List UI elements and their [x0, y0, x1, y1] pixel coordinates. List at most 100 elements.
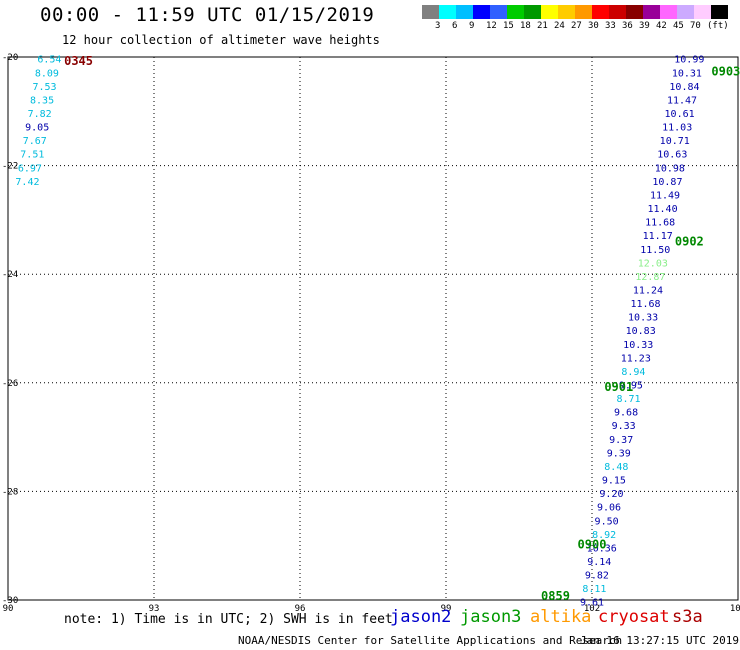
chart-title: 00:00 - 11:59 UTC 01/15/2019 [40, 4, 375, 26]
wave-height-value: 9.39 [607, 448, 631, 459]
color-swatch [609, 5, 626, 19]
wave-height-value: 11.49 [650, 190, 680, 201]
wave-height-value: 10.84 [669, 82, 699, 93]
y-tick-label: -26 [2, 379, 18, 389]
color-scale-labels: 3 6 9 12 15 18 21 24 27 30 33 36 39 42 45 70 (ft) [422, 21, 740, 33]
satellite-altika: altika [530, 607, 592, 627]
wave-height-value: 10.33 [628, 313, 658, 324]
color-scale-label: (ft) [707, 21, 729, 31]
color-swatch [558, 5, 575, 19]
wave-height-values: 6.54 8.09 7.53 8.35 7.82 9.05 7.67 7.51 6.97 7.42… [15, 55, 704, 609]
wave-height-value: 9.37 [609, 435, 633, 446]
wave-height-value: 11.03 [662, 123, 692, 134]
wave-height-value: 9.82 [585, 571, 609, 582]
color-swatch [422, 5, 439, 19]
wave-height-value: 10.33 [623, 340, 653, 351]
pass-time-labels: 0345 0903 0902 0901 0900 0859 [64, 54, 740, 603]
wave-height-value: 8.94 [621, 367, 645, 378]
color-scale-label: 9 [469, 21, 475, 31]
pass-time-label: 0902 [675, 235, 704, 249]
color-scale-label: 45 [673, 21, 684, 31]
color-scale-label: 42 [656, 21, 667, 31]
x-tick-label: 93 [149, 604, 160, 614]
x-tick-label: 105 [730, 604, 740, 614]
wave-height-value: 6.97 [18, 163, 42, 174]
wave-height-value: 8.71 [616, 394, 640, 405]
x-tick-label: 99 [441, 604, 452, 614]
wave-height-value: 9.33 [612, 421, 636, 432]
color-scale-label: 36 [622, 21, 633, 31]
color-swatch [439, 5, 456, 19]
color-scale-label: 30 [588, 21, 599, 31]
wave-height-value: 10.98 [655, 163, 685, 174]
plot-frame [7, 56, 739, 601]
color-scale-label: 39 [639, 21, 650, 31]
y-tick-label: -24 [2, 270, 18, 280]
wave-height-value: 9.68 [614, 408, 638, 419]
color-swatch [575, 5, 592, 19]
wave-height-value: 12.87 [635, 272, 665, 283]
wave-height-value: 9.15 [602, 476, 626, 487]
grid-lines [8, 57, 738, 600]
color-scale-label: 18 [520, 21, 531, 31]
color-scale-label: 12 [486, 21, 497, 31]
color-swatch [626, 5, 643, 19]
wave-height-value: 6.54 [37, 55, 61, 66]
wave-height-value: 11.17 [643, 231, 673, 242]
wave-height-value: 9.05 [25, 123, 49, 134]
wave-height-value: 7.42 [15, 177, 39, 188]
wave-height-value: 9.14 [587, 557, 611, 568]
wave-height-value: 11.47 [667, 95, 697, 106]
color-scale-bar [422, 5, 728, 19]
wave-height-value: 9.61 [580, 598, 604, 609]
wave-height-value: 8.48 [604, 462, 628, 473]
color-swatch [507, 5, 524, 19]
wave-height-value: 11.68 [630, 299, 660, 310]
wave-height-value: 8.35 [30, 95, 54, 106]
satellite-jason3: jason3 [460, 607, 522, 627]
wave-height-value: 10.63 [657, 150, 687, 161]
color-swatch [541, 5, 558, 19]
wave-height-value: 7.67 [23, 136, 47, 147]
wave-height-value: 10.99 [674, 55, 704, 66]
satellite-s3a: s3a [672, 607, 703, 627]
pass-time-label: 0901 [604, 380, 633, 394]
color-scale-label: 27 [571, 21, 582, 31]
color-scale-label: 33 [605, 21, 616, 31]
wave-height-value: 8.92 [592, 530, 616, 541]
satellite-cryosat: cryosat [598, 607, 670, 627]
color-swatch [473, 5, 490, 19]
x-tick-label: 90 [3, 604, 14, 614]
pass-time-label: 0345 [64, 54, 93, 68]
color-scale-label: 15 [503, 21, 514, 31]
generated-timestamp: Jan 16 13:27:15 UTC 2019 [580, 634, 739, 647]
wave-height-value: 7.53 [32, 82, 56, 93]
wave-height-value: 8.09 [35, 68, 59, 79]
wave-height-value: 7.82 [28, 109, 52, 120]
wave-height-value: 12.03 [638, 258, 668, 269]
pass-time-label: 0859 [541, 589, 570, 603]
y-tick-label: -20 [2, 53, 18, 63]
chart-subtitle: 12 hour collection of altimeter wave hei… [62, 33, 380, 47]
axis-tick-labels: 90 93 96 99 102 105 -20 -22 -24 -26 -28 -30 [2, 53, 740, 614]
wave-height-value: 9.06 [597, 503, 621, 514]
footnote: note: 1) Time is in UTC; 2) SWH is in fe… [64, 612, 393, 627]
wave-height-value: 11.23 [621, 353, 651, 364]
pass-time-label: 0900 [578, 538, 607, 552]
wave-height-value: 10.71 [660, 136, 690, 147]
color-swatch [490, 5, 507, 19]
y-tick-label: -30 [2, 596, 18, 606]
color-scale-label: 24 [554, 21, 565, 31]
color-swatch [711, 5, 728, 19]
wave-height-value: 10.87 [652, 177, 682, 188]
color-swatch [677, 5, 694, 19]
color-scale-label: 6 [452, 21, 458, 31]
wave-height-value: 9.95 [619, 381, 643, 392]
wave-height-value: 11.40 [648, 204, 678, 215]
wave-height-value: 10.36 [587, 543, 617, 554]
color-swatch [643, 5, 660, 19]
wave-height-value: 10.83 [626, 326, 656, 337]
color-scale-label: 70 [690, 21, 701, 31]
color-swatch [524, 5, 541, 19]
credit-line: NOAA/NESDIS Center for Satellite Applica… [238, 634, 623, 647]
